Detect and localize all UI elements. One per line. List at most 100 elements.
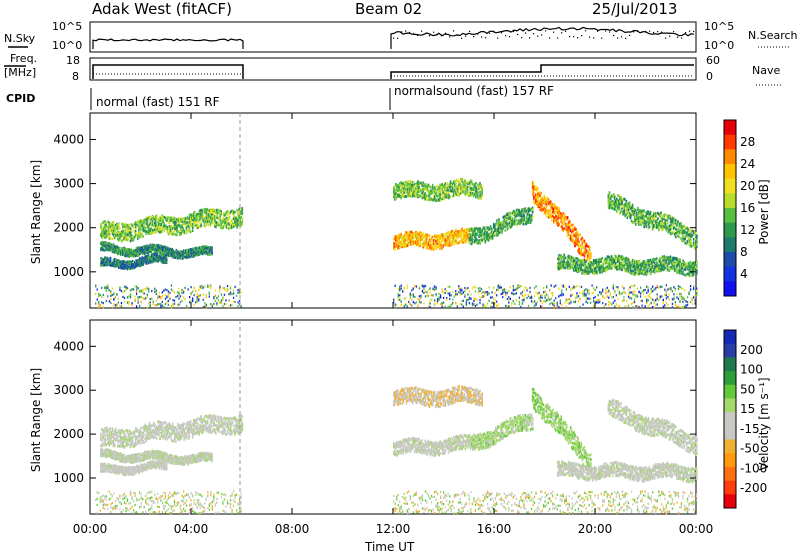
heatmap-cell <box>511 217 514 220</box>
heatmap-cell <box>527 213 530 217</box>
heatmap-cell <box>139 225 141 229</box>
heatmap-cell <box>452 180 455 183</box>
heatmap-cell <box>177 252 180 255</box>
search-noise-point <box>581 35 583 37</box>
heatmap-cell <box>430 244 433 247</box>
heatmap-cell <box>195 220 197 224</box>
heatmap-cell <box>502 225 505 229</box>
heatmap-cell <box>218 217 220 221</box>
search-noise-point <box>505 35 507 37</box>
heatmap-cell <box>400 242 402 245</box>
heatmap-cell <box>211 251 213 255</box>
heatmap-cell <box>194 217 196 220</box>
heatmap-cell <box>139 219 141 223</box>
heatmap-cell <box>140 232 142 236</box>
search-noise-point <box>401 31 403 33</box>
heatmap-cell <box>130 261 133 265</box>
heatmap-cell <box>178 219 180 223</box>
heatmap-cell <box>442 232 445 236</box>
heatmap-cell <box>173 228 176 232</box>
heatmap-cell <box>155 258 157 262</box>
heatmap-cell <box>394 242 396 245</box>
heatmap-cell <box>407 182 410 186</box>
heatmap-cell <box>475 190 477 193</box>
heatmap-cell <box>172 227 175 231</box>
heatmap-cell <box>211 208 214 212</box>
heatmap-cell <box>105 247 107 250</box>
heatmap-cell <box>445 190 448 194</box>
heatmap-cell <box>464 181 467 184</box>
heatmap-cell <box>445 241 448 244</box>
heatmap-cell <box>463 181 466 184</box>
heatmap-cell <box>181 220 183 224</box>
heatmap-cell <box>410 236 413 240</box>
heatmap-cell <box>199 225 201 228</box>
heatmap-cell <box>146 220 149 224</box>
heatmap-cell <box>407 190 410 193</box>
search-noise-point <box>469 30 471 32</box>
heatmap-cell <box>188 213 191 217</box>
heatmap-cell <box>241 222 244 226</box>
heatmap-cell <box>518 221 520 225</box>
heatmap-cell <box>133 263 136 267</box>
heatmap-cell <box>179 250 182 253</box>
heatmap-cell <box>202 215 205 219</box>
heatmap-cell <box>121 249 123 252</box>
heatmap-cell <box>203 221 206 224</box>
heatmap-cell <box>208 248 210 251</box>
search-noise-point <box>621 36 623 38</box>
heatmap-cell <box>108 237 111 240</box>
heatmap-cell <box>110 264 113 267</box>
heatmap-cell <box>405 236 408 240</box>
heatmap-cell <box>240 224 243 227</box>
heatmap-cell <box>104 223 106 227</box>
heatmap-cell <box>131 238 134 242</box>
heatmap-cell <box>608 200 611 204</box>
heatmap-cell <box>442 244 445 248</box>
heatmap-cell <box>469 242 472 246</box>
heatmap-cell <box>408 182 411 186</box>
heatmap-cell <box>156 250 159 254</box>
heatmap-cell <box>451 194 454 198</box>
heatmap-cell <box>173 251 176 254</box>
heatmap-cell <box>466 182 469 186</box>
heatmap-cell <box>549 208 552 212</box>
heatmap-cell <box>583 239 586 243</box>
heatmap-cell <box>161 254 164 258</box>
heatmap-cell <box>418 236 420 239</box>
heatmap-cell <box>106 225 109 228</box>
heatmap-cell <box>497 229 499 233</box>
heatmap-cell <box>406 244 409 247</box>
heatmap-cell <box>199 246 202 249</box>
heatmap-cell <box>119 234 121 238</box>
heatmap-cell <box>468 228 471 231</box>
heatmap-cell <box>621 210 623 214</box>
search-noise-point <box>681 37 683 39</box>
heatmap-cell <box>209 224 212 227</box>
heatmap-cell <box>204 207 207 211</box>
heatmap-cell <box>427 243 430 247</box>
heatmap-cell <box>197 226 199 229</box>
heatmap-cell <box>397 239 399 242</box>
heatmap-cell <box>420 232 422 236</box>
heatmap-cell <box>160 251 163 255</box>
heatmap-cell <box>199 212 201 216</box>
heatmap-cell <box>552 207 555 211</box>
heatmap-cell <box>211 221 214 225</box>
heatmap-cell <box>613 207 616 211</box>
heatmap-cell <box>407 194 410 198</box>
heatmap-cell <box>189 220 192 223</box>
heatmap-cell <box>450 240 453 244</box>
heatmap-cell <box>567 233 570 236</box>
heatmap-cell <box>424 197 427 201</box>
heatmap-cell <box>576 230 578 233</box>
heatmap-cell <box>425 241 428 244</box>
heatmap-cell <box>112 264 115 268</box>
heatmap-cell <box>204 225 207 228</box>
heatmap-cell <box>470 235 473 238</box>
heatmap-cell <box>551 210 554 214</box>
heatmap-cell <box>207 218 210 222</box>
heatmap-cell <box>105 229 107 232</box>
heatmap-cell <box>400 236 402 239</box>
